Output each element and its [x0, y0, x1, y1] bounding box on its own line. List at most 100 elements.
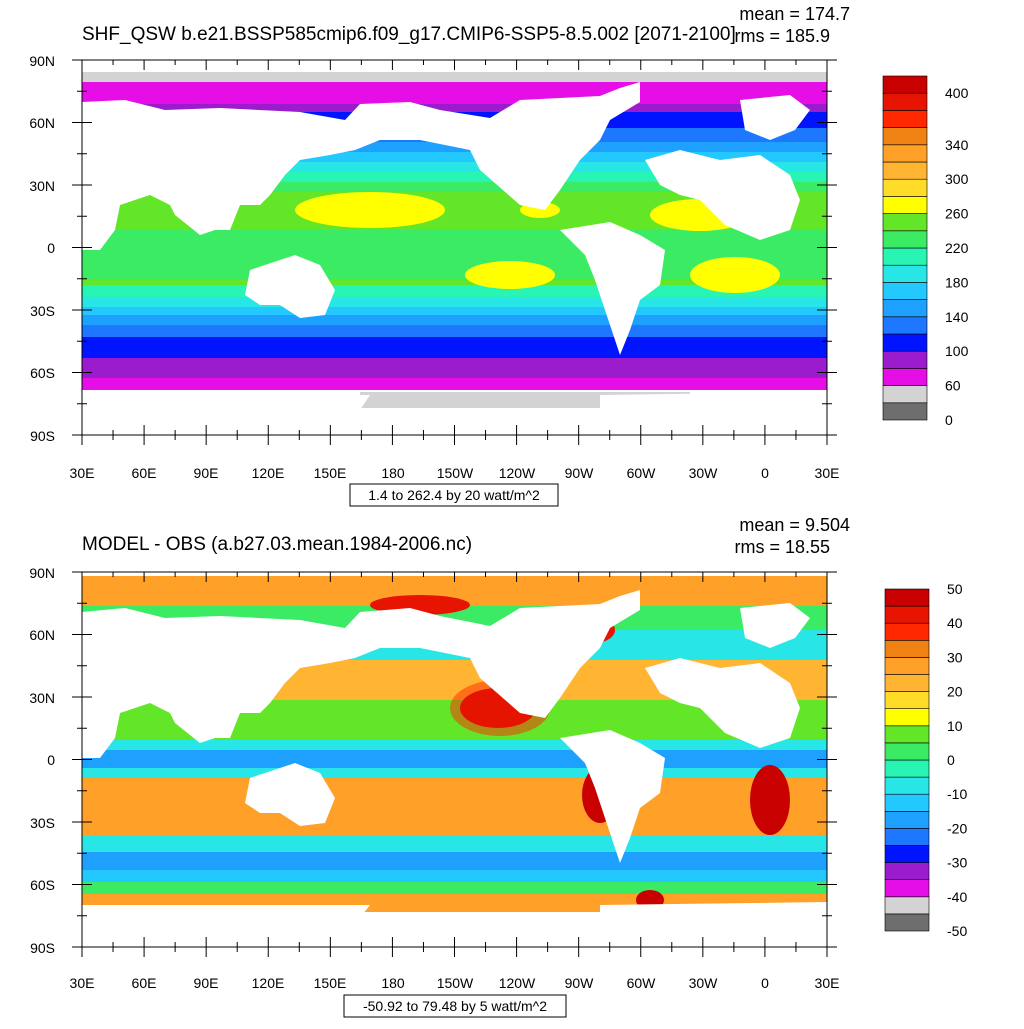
colorbar-swatch: [882, 178, 928, 197]
colorbar-label: 10: [947, 718, 963, 734]
lon-label: 150E: [314, 465, 347, 481]
colorbar-swatch: [882, 230, 928, 249]
colorbar-label: 300: [945, 171, 969, 187]
panel-top-ticks: [72, 59, 837, 445]
colorbar-swatch: [882, 213, 928, 232]
colorbar-label: -20: [947, 820, 967, 836]
lon-label: 30E: [70, 465, 95, 481]
colorbar-label: -50: [947, 923, 967, 939]
colorbar-label: 40: [947, 615, 963, 631]
lon-label: 60W: [627, 975, 657, 991]
lat-label: 0: [47, 752, 55, 768]
lon-label: 0: [761, 465, 769, 481]
lon-label: 120E: [252, 465, 285, 481]
lon-label: 120W: [499, 975, 536, 991]
lon-label: 30E: [815, 975, 840, 991]
lon-label: 150W: [437, 975, 474, 991]
panel-bottom-range-box: [343, 994, 567, 1018]
colorbar-swatch: [882, 264, 928, 283]
colorbar-swatch: [884, 793, 930, 812]
lat-label: 30S: [30, 815, 55, 831]
lon-label: 180: [381, 975, 405, 991]
colorbar-swatch: [882, 161, 928, 180]
lon-label: 30W: [689, 975, 719, 991]
colorbar-swatch: [884, 725, 930, 744]
colorbar-label: -40: [947, 889, 967, 905]
colorbar-label: 0: [945, 412, 953, 428]
lon-label: 150W: [437, 465, 474, 481]
colorbar-swatch: [882, 282, 928, 300]
colorbar-swatch: [884, 691, 930, 709]
lon-label: 60W: [627, 465, 657, 481]
colorbar-swatch: [884, 845, 930, 863]
colorbar-label: 60: [945, 378, 961, 394]
colorbar-swatch: [884, 896, 930, 915]
panel-top-lon-labels: 30E 60E 90E 120E 150E 180 150W 120W 90W …: [70, 465, 840, 481]
lat-label: 60S: [30, 877, 55, 893]
colorbar-swatch: [884, 828, 930, 846]
lon-label: 90W: [565, 465, 595, 481]
colorbar-swatch: [882, 127, 928, 146]
panel-top-title: SHF_QSW b.e21.BSSP585cmip6.f09_g17.CMIP6…: [82, 24, 736, 45]
colorbar-swatch: [884, 674, 930, 692]
panel-top-colorbar: 0 60 100 140 180 220 260 300 340 400: [882, 75, 969, 428]
colorbar-swatch: [884, 708, 930, 727]
colorbar-swatch: [884, 913, 930, 932]
panel-bottom-title: MODEL - OBS (a.b27.03.mean.1984-2006.nc): [82, 534, 472, 555]
colorbar-swatch: [882, 75, 928, 94]
colorbar-swatch: [884, 657, 930, 675]
colorbar-swatch: [884, 622, 930, 641]
colorbar-swatch: [882, 385, 928, 404]
colorbar-swatch: [882, 350, 928, 369]
lat-label: 90N: [29, 565, 55, 581]
lat-label: 90S: [30, 940, 55, 956]
lat-label: 30N: [29, 178, 55, 194]
colorbar-label: -30: [947, 855, 967, 871]
colorbar-swatch: [882, 368, 928, 386]
colorbar-label: 50: [947, 581, 963, 597]
colorbar-swatch: [882, 92, 928, 111]
colorbar-swatch: [884, 759, 930, 778]
panel-bottom-colorbar: -50 -40 -30 -20 -10 0 10 20 30 40 50: [884, 581, 967, 939]
panel-bottom-lat-labels: 90N 60N 30N 0 30S 60S 90S: [29, 565, 55, 956]
colorbar-label: 30: [947, 649, 963, 665]
panel-top-mean: mean = 174.7: [739, 4, 850, 24]
colorbar-label: -10: [947, 786, 967, 802]
lon-label: 30W: [689, 465, 719, 481]
panel-bottom-range-text: -50.92 to 79.48 by 5 watt/m^2: [363, 998, 547, 1014]
colorbar-label: 220: [945, 240, 969, 256]
lon-label: 60E: [132, 465, 157, 481]
lat-label: 90N: [29, 53, 55, 69]
lat-label: 30S: [30, 303, 55, 319]
colorbar-swatch: [884, 605, 930, 624]
panel-bottom-lon-labels: 30E 60E 90E 120E 150E 180 150W 120W 90W …: [70, 975, 840, 991]
colorbar-label: 340: [945, 137, 969, 153]
panel-top-range-text: 1.4 to 262.4 by 20 watt/m^2: [368, 487, 540, 503]
colorbar-swatch: [882, 299, 928, 318]
lon-label: 90E: [194, 465, 219, 481]
lat-label: 60N: [29, 115, 55, 131]
colorbar-swatch: [884, 742, 930, 761]
lon-label: 60E: [132, 975, 157, 991]
panel-top-lat-labels: 90N 60N 30N 0 30S 60S 90S: [29, 53, 55, 444]
panel-bottom-rms: rms = 18.55: [734, 537, 830, 557]
colorbar-label: 260: [945, 206, 969, 222]
colorbar-swatch: [884, 810, 930, 829]
lat-label: 60S: [30, 365, 55, 381]
lat-label: 90S: [30, 428, 55, 444]
lat-label: 0: [47, 240, 55, 256]
lon-label: 180: [381, 465, 405, 481]
colorbar-swatch: [882, 333, 928, 352]
colorbar-swatch: [882, 144, 928, 163]
colorbar-label: 180: [945, 274, 969, 290]
panel-bottom-mean: mean = 9.504: [739, 515, 850, 535]
colorbar-swatch: [882, 196, 928, 214]
colorbar-label: 100: [945, 343, 969, 359]
colorbar-swatch: [882, 316, 928, 335]
lat-label: 60N: [29, 627, 55, 643]
lon-label: 120W: [499, 465, 536, 481]
panel-top-rms: rms = 185.9: [734, 26, 830, 46]
lon-label: 120E: [252, 975, 285, 991]
panel-bottom-ticks: [72, 571, 837, 957]
